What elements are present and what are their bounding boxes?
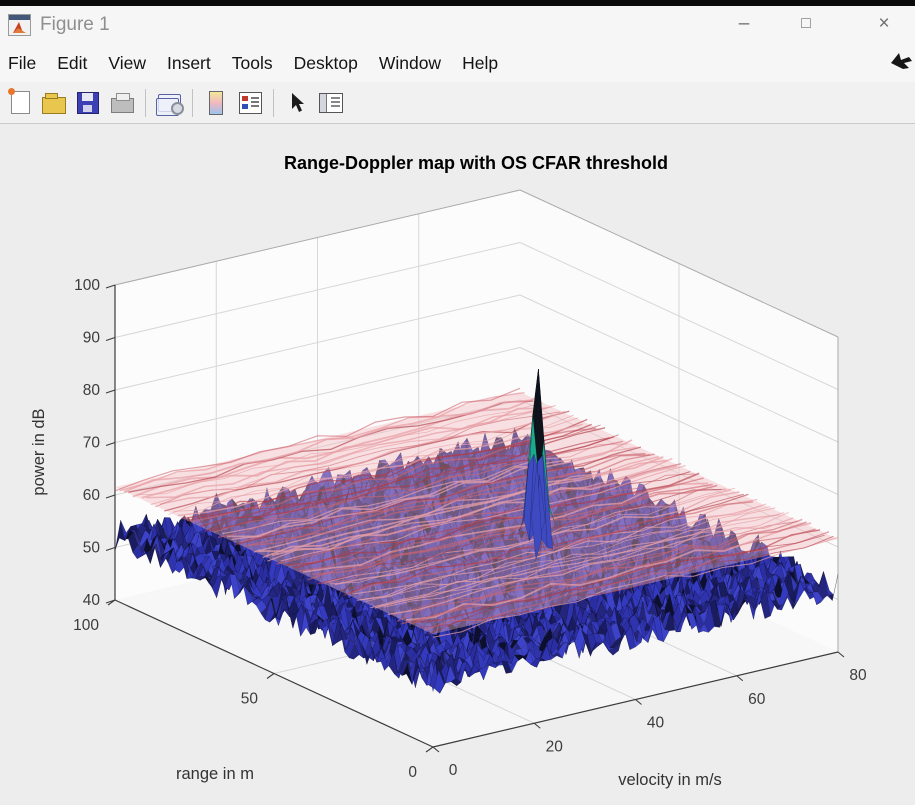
plot-tools-icon: [319, 93, 343, 113]
link-plot-icon: [158, 94, 181, 112]
open-file-button[interactable]: [37, 86, 71, 120]
printer-icon: [111, 98, 134, 113]
new-figure-button[interactable]: [3, 86, 37, 120]
legend-icon: [239, 92, 262, 114]
colorbar-icon: [209, 91, 223, 115]
toolbar-separator: [273, 89, 274, 117]
print-figure-button[interactable]: [105, 86, 139, 120]
menu-tools[interactable]: Tools: [232, 53, 273, 74]
menu-bar: File Edit View Insert Tools Desktop Wind…: [0, 44, 915, 82]
menu-help[interactable]: Help: [462, 53, 498, 74]
insert-colorbar-button[interactable]: [199, 86, 233, 120]
toolbar-separator: [192, 89, 193, 117]
close-button[interactable]: ×: [856, 6, 912, 42]
minimize-button[interactable]: –: [716, 6, 772, 42]
new-figure-icon: [11, 91, 30, 114]
menu-file[interactable]: File: [8, 53, 36, 74]
floppy-disk-icon: [77, 92, 99, 114]
link-plot-button[interactable]: [152, 86, 186, 120]
mouse-cursor: [890, 50, 914, 72]
menu-view[interactable]: View: [108, 53, 146, 74]
matlab-logo-icon: [8, 14, 31, 36]
menu-insert[interactable]: Insert: [167, 53, 211, 74]
toolbar-separator: [145, 89, 146, 117]
figure-toolbar: [0, 82, 915, 124]
show-plot-tools-button[interactable]: [314, 86, 348, 120]
save-figure-button[interactable]: [71, 86, 105, 120]
menu-edit[interactable]: Edit: [57, 53, 87, 74]
maximize-button[interactable]: □: [778, 6, 834, 42]
edit-plot-button[interactable]: [280, 86, 314, 120]
window-title: Figure 1: [40, 14, 110, 36]
cursor-arrow-icon: [289, 93, 305, 113]
open-folder-icon: [42, 97, 66, 114]
menu-window[interactable]: Window: [379, 53, 441, 74]
menu-desktop[interactable]: Desktop: [294, 53, 358, 74]
insert-legend-button[interactable]: [233, 86, 267, 120]
